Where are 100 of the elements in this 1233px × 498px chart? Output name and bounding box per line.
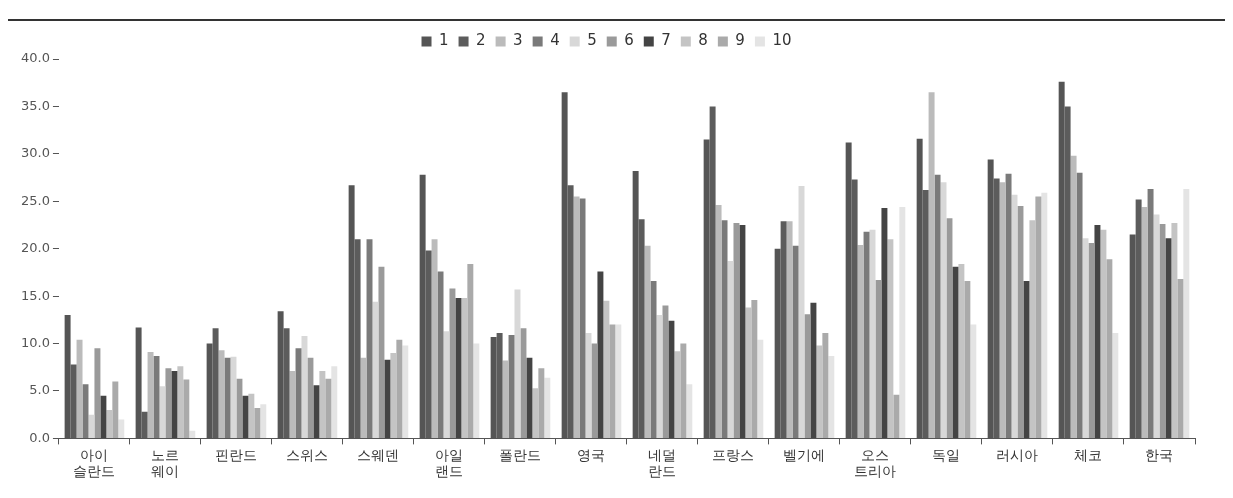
bar — [372, 301, 379, 438]
bar — [378, 266, 385, 438]
bar — [674, 351, 681, 438]
bar — [680, 343, 687, 438]
bar — [644, 245, 651, 438]
bar — [881, 207, 888, 438]
bar — [1100, 229, 1107, 438]
bar — [857, 244, 864, 438]
bar — [739, 224, 746, 438]
bar — [384, 359, 391, 438]
bar — [88, 414, 95, 438]
bar — [952, 266, 959, 438]
x-tick-label: 노르 웨이 — [151, 446, 180, 480]
y-tick-label: 10.0 — [20, 334, 50, 350]
bar — [1035, 196, 1042, 438]
x-tick-label: 아일 랜드 — [435, 446, 464, 480]
bar — [1094, 224, 1101, 438]
bar — [721, 220, 728, 438]
legend-label: 9 — [735, 31, 745, 50]
bar — [165, 368, 172, 438]
bar — [502, 360, 509, 438]
bar — [254, 408, 261, 438]
x-tick-label: 한국 — [1145, 446, 1174, 463]
bar — [520, 328, 527, 438]
bar — [159, 386, 166, 438]
x-tick-label: 폴란드 — [499, 446, 542, 463]
bar — [183, 379, 190, 438]
bar — [1070, 155, 1077, 438]
bar — [970, 324, 977, 438]
bar — [893, 394, 900, 438]
bar — [177, 366, 184, 438]
bar — [573, 196, 580, 438]
x-tick-label: 영국 — [577, 446, 606, 463]
bar — [118, 419, 125, 438]
bar — [1023, 280, 1030, 438]
bar — [473, 343, 480, 438]
bar — [1147, 188, 1154, 438]
bar — [1088, 243, 1095, 438]
legend-label: 5 — [587, 31, 597, 50]
legend-label: 1 — [439, 31, 449, 50]
x-tick-label: 스웨덴 — [357, 446, 400, 463]
legend-label: 3 — [513, 31, 523, 50]
y-tick-label: 35.0 — [20, 97, 50, 113]
bar — [331, 366, 338, 438]
bar — [609, 324, 616, 438]
bar — [260, 404, 267, 438]
x-tick-label: 아이 슬란드 — [73, 446, 116, 480]
bar — [810, 302, 817, 438]
bar — [325, 378, 332, 438]
bar — [449, 288, 456, 438]
y-tick-label: 20.0 — [20, 240, 50, 256]
bar — [1005, 173, 1012, 438]
y-tick-label: 5.0 — [29, 382, 50, 398]
bar — [863, 231, 870, 438]
bar — [360, 357, 367, 438]
bar — [899, 206, 906, 438]
bar — [1112, 333, 1119, 438]
bar — [757, 339, 764, 438]
bar — [230, 356, 237, 438]
bar — [94, 348, 101, 438]
bar — [76, 339, 83, 438]
bar — [733, 223, 740, 438]
bar — [828, 355, 835, 438]
bar — [431, 239, 438, 438]
bar — [100, 395, 107, 438]
bar — [786, 221, 793, 438]
bar — [668, 320, 675, 438]
x-tick-label: 네덜 란드 — [648, 446, 677, 480]
x-tick-label: 독일 — [932, 446, 961, 463]
legend-label: 8 — [698, 31, 708, 50]
bar — [662, 305, 669, 438]
bar — [402, 345, 409, 438]
bar — [301, 335, 308, 438]
x-tick-label: 스위스 — [286, 446, 329, 463]
x-tick-label: 체코 — [1074, 446, 1103, 463]
bar — [242, 395, 249, 438]
y-tick-label: 15.0 — [20, 287, 50, 303]
bar — [147, 352, 154, 438]
bar — [1165, 238, 1172, 438]
bar — [745, 307, 752, 438]
bar — [248, 393, 255, 438]
bar — [934, 174, 941, 438]
bar — [1177, 279, 1184, 438]
bar — [958, 263, 965, 438]
bar — [508, 335, 515, 438]
legend-label: 7 — [661, 31, 671, 50]
bar — [887, 239, 894, 438]
bar — [437, 271, 444, 438]
bar — [928, 92, 935, 438]
bar — [455, 298, 462, 438]
bar — [999, 182, 1006, 438]
bar — [532, 388, 539, 438]
bar — [715, 205, 722, 438]
legend-label: 2 — [476, 31, 486, 50]
x-tick-label: 프랑스 — [712, 446, 755, 463]
bar — [597, 271, 604, 438]
bar — [218, 350, 225, 438]
bar — [579, 198, 586, 438]
bar — [461, 298, 468, 438]
bar — [544, 377, 551, 438]
